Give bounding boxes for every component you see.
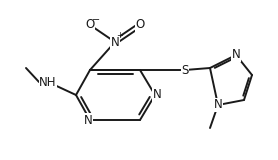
Text: N: N (84, 113, 92, 127)
Text: N: N (153, 88, 161, 101)
Text: N: N (111, 36, 119, 48)
Text: −: − (92, 15, 100, 25)
Text: O: O (85, 19, 95, 32)
Text: +: + (116, 32, 123, 40)
Text: N: N (214, 99, 222, 112)
Text: S: S (181, 64, 189, 76)
Text: NH: NH (39, 76, 57, 88)
Text: N: N (232, 48, 240, 61)
Text: O: O (135, 19, 145, 32)
